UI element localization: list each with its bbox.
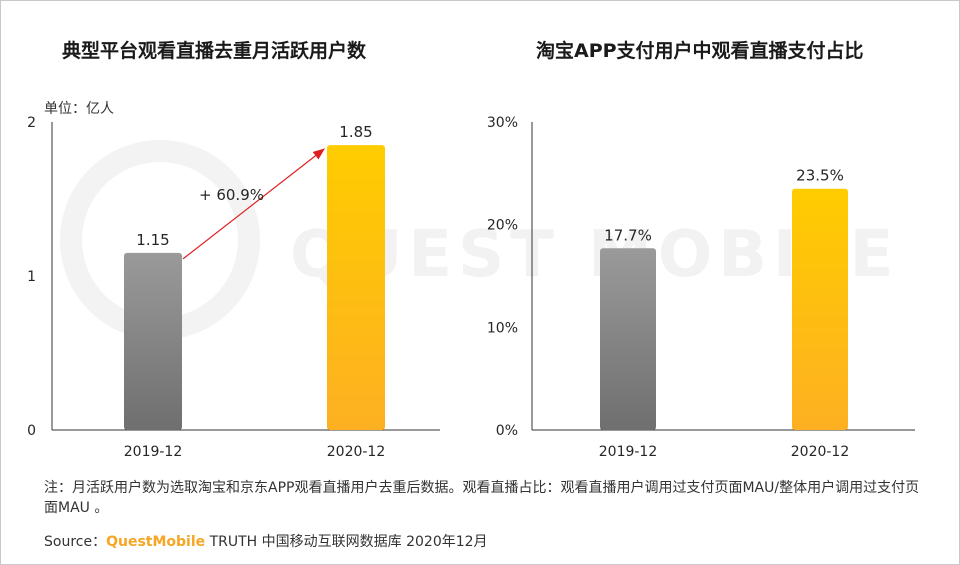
growth-arrow <box>182 148 325 260</box>
growth-label: + 60.9% <box>199 186 264 204</box>
y-tick-label: 30% <box>487 115 518 131</box>
bar <box>600 248 656 430</box>
data-label: 17.7% <box>604 226 652 244</box>
x-tick-label: 2020-12 <box>327 444 386 460</box>
data-label: 1.85 <box>339 123 372 141</box>
unit-label: 单位：亿人 <box>44 101 114 117</box>
y-tick-label: 10% <box>487 320 518 336</box>
y-tick-label: 2 <box>27 115 36 131</box>
footnote: 注：月活跃用户数为选取淘宝和京东APP观看直播用户去重后数据。观看直播占比：观看… <box>44 480 920 516</box>
source-line: Source：QuestMobile TRUTH 中国移动互联网数据库 2020… <box>44 531 488 551</box>
data-label: 23.5% <box>796 167 844 185</box>
source-prefix: Source： <box>44 534 107 550</box>
source-brand: QuestMobile <box>106 534 206 550</box>
bar <box>124 252 182 430</box>
right-chart-title: 淘宝APP支付用户中观看直播支付占比 <box>536 40 864 62</box>
y-tick-label: 0 <box>27 423 36 439</box>
y-tick-label: 1 <box>27 269 36 285</box>
x-tick-label: 2019-12 <box>599 444 658 460</box>
left-chart-title: 典型平台观看直播去重月活跃用户数 <box>62 40 367 62</box>
bar <box>792 188 848 430</box>
x-tick-label: 2019-12 <box>124 444 183 460</box>
bar <box>327 145 385 430</box>
source-suffix: TRUTH 中国移动互联网数据库 2020年12月 <box>205 534 488 550</box>
data-label: 1.15 <box>136 231 169 249</box>
y-tick-label: 0% <box>496 423 518 439</box>
y-tick-label: 20% <box>487 218 518 234</box>
x-tick-label: 2020-12 <box>791 444 850 460</box>
